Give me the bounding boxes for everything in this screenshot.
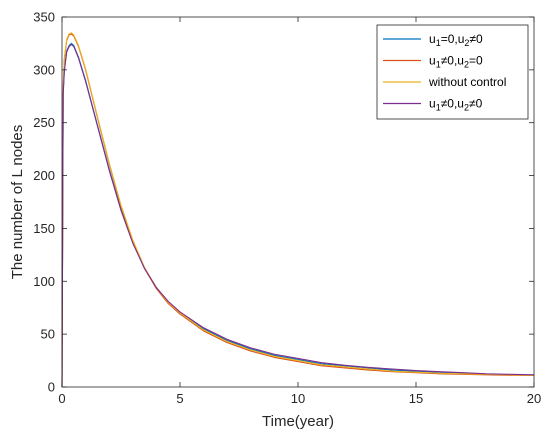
y-tick-label: 150 <box>33 221 55 236</box>
y-tick-label: 250 <box>33 115 55 130</box>
y-axis-label: The number of L nodes <box>9 125 26 280</box>
x-tick-label: 20 <box>527 391 541 406</box>
y-tick-label: 0 <box>48 380 55 395</box>
y-tick-label: 300 <box>33 62 55 77</box>
series-layer <box>61 32 535 388</box>
x-axis-label: Time(year) <box>262 413 334 430</box>
legend-entry-label: u1≠0,u2≠0 <box>429 97 483 113</box>
series-line-4 <box>61 43 535 388</box>
legend-entry-label: without control <box>428 75 506 89</box>
legend-entry-label: u1≠0,u2=0 <box>429 54 483 70</box>
y-tick-label: 50 <box>41 327 55 342</box>
y-tick-label: 350 <box>33 10 55 25</box>
y-tick-label: 200 <box>33 168 55 183</box>
legend-entry-label: u1=0,u2≠0 <box>429 32 483 48</box>
series-line-3 <box>61 32 535 388</box>
y-tick-label: 100 <box>33 274 55 289</box>
legend: u1=0,u2≠0 u1≠0,u2=0 without control u1≠0,u2… <box>376 24 529 120</box>
x-tick-label: 10 <box>291 391 305 406</box>
x-tick-label: 0 <box>58 391 65 406</box>
x-tick-label: 15 <box>409 391 423 406</box>
x-tick-label: 5 <box>176 391 183 406</box>
